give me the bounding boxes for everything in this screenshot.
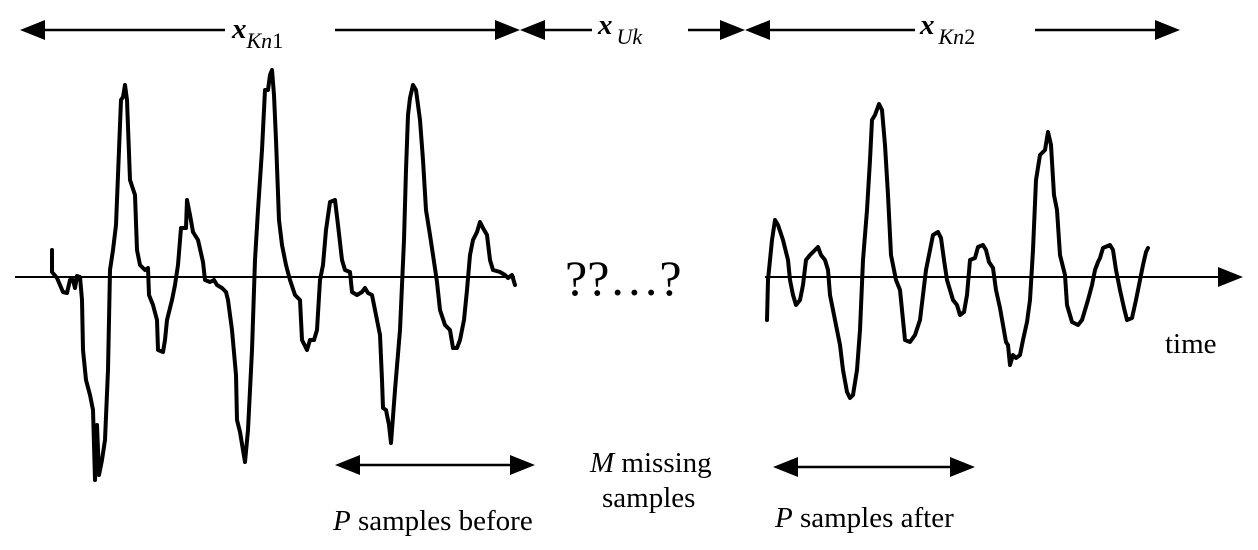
samples-before-caption: P samples before <box>332 505 533 537</box>
segment-arrows <box>20 20 1180 40</box>
known-after-arrowhead-right <box>1155 20 1180 40</box>
known-after-arrowhead-left <box>745 20 770 40</box>
missing-samples-caption-line1: M missing <box>589 447 712 479</box>
time-axis-label: time <box>1165 328 1217 360</box>
known-before-label: xKn1 <box>231 13 283 53</box>
known-before-arrowhead-left <box>20 20 45 40</box>
known-after-label: x Kn2 <box>919 9 975 49</box>
samples-before-arrowhead-right <box>510 455 535 475</box>
samples-after-arrowhead-left <box>773 457 798 477</box>
missing-samples-marker: ??…? <box>565 250 682 306</box>
waveform-before-gap <box>50 68 517 482</box>
waveform-after-gap <box>765 102 1150 400</box>
unknown-arrowhead-left <box>520 20 545 40</box>
samples-before-arrowhead-left <box>335 455 360 475</box>
time-axis-arrowhead <box>1218 267 1243 287</box>
sample-window-arrows <box>335 455 975 477</box>
samples-after-caption: P samples after <box>774 502 954 534</box>
unknown-arrowhead-right <box>720 20 745 40</box>
missing-samples-caption-line2: samples <box>602 482 695 514</box>
samples-after-arrowhead-right <box>950 457 975 477</box>
known-before-arrowhead-right <box>495 20 520 40</box>
unknown-label: x Uk <box>597 9 643 49</box>
